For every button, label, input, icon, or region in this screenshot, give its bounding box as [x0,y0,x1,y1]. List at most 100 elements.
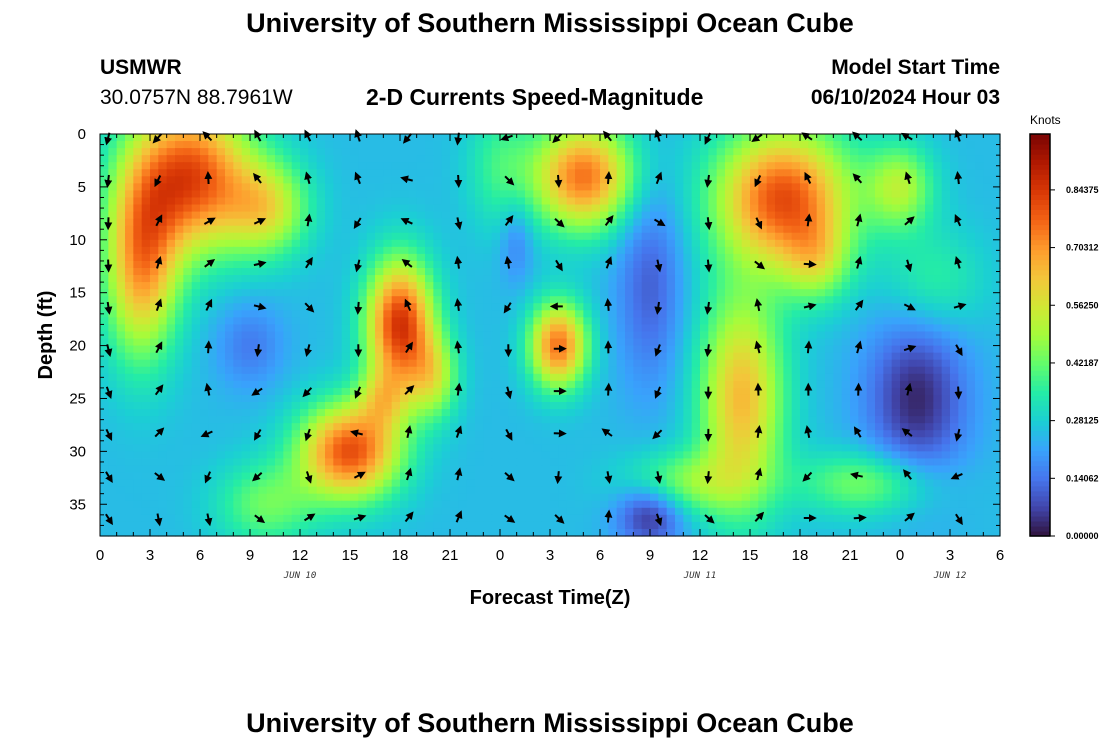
heatmap-cell [200,423,209,431]
heatmap-cell [133,345,143,354]
heatmap-cell [200,409,209,417]
heatmap-cell [883,345,893,354]
heatmap-cell [791,268,801,276]
heatmap-cell [625,394,634,403]
heatmap-cell [883,451,893,460]
heatmap-cell [725,253,734,262]
heatmap-cell [916,253,926,262]
heatmap-cell [725,338,734,347]
heatmap-cell [591,246,601,255]
heatmap-cell [900,211,909,220]
heatmap-cell [416,423,426,431]
heatmap-cell [300,409,309,417]
heatmap-cell [166,141,176,149]
heatmap-cell [225,331,234,340]
heatmap-cell [341,416,351,424]
heatmap-cell [966,394,976,403]
heatmap-cell [450,437,459,445]
heatmap-cell [966,324,976,333]
heatmap-cell [566,246,576,255]
heatmap-cell [950,444,959,452]
heatmap-cell [641,394,651,403]
heatmap-cell [166,204,176,213]
heatmap-cell [500,225,509,234]
heatmap-cell [475,423,484,431]
heatmap-cell [383,218,393,227]
heatmap-cell [658,416,668,424]
heatmap-cell [783,352,793,361]
heatmap-cell [666,352,676,361]
heatmap-cell [525,253,534,262]
heatmap-cell [616,197,626,206]
heatmap-cell [875,275,884,283]
heatmap-cell [383,359,393,368]
heatmap-cell [525,176,534,184]
heatmap-cell [550,310,559,318]
heatmap-cell [825,239,834,248]
heatmap-cell [708,289,718,297]
heatmap-cell [133,402,143,410]
heatmap-cell [758,289,768,297]
heatmap-cell [983,416,993,424]
heatmap-cell [750,352,759,361]
heatmap-cell [733,430,743,438]
heatmap-cell [458,190,468,199]
heatmap-cell [175,141,184,149]
heatmap-cell [841,141,851,149]
heatmap-cell [308,338,318,347]
heatmap-cell [258,373,268,382]
heatmap-cell [883,218,893,227]
heatmap-cell [383,324,393,333]
heatmap-cell [908,275,918,283]
heatmap-cell [550,289,559,297]
heatmap-cell [441,155,451,163]
heatmap-cell [275,359,284,368]
heatmap-cell [841,253,851,262]
heatmap-cell [675,345,684,354]
heatmap-cell [908,394,918,403]
heatmap-cell [966,444,976,452]
heatmap-cell [716,275,726,283]
heatmap-cell [641,225,651,234]
heatmap-cell [425,331,434,340]
heatmap-cell [633,409,643,417]
heatmap-cell [141,155,151,163]
heatmap-cell [550,183,559,192]
heatmap-cell [591,338,601,347]
heatmap-cell [566,148,576,156]
heatmap-cell [950,359,959,368]
heatmap-cell [891,162,901,170]
heatmap-cell [516,416,526,424]
heatmap-cell [333,176,343,184]
heatmap-cell [966,289,976,297]
heatmap-cell [508,253,518,262]
heatmap-cell [983,268,993,276]
heatmap-cell [883,402,893,410]
heatmap-cell [183,394,193,403]
heatmap-cell [141,282,151,290]
heatmap-cell [766,451,776,460]
heatmap-cell [775,155,784,163]
heatmap-cell [191,423,201,431]
heatmap-cell [241,253,251,262]
heatmap-cell [741,282,751,290]
heatmap-cell [258,380,268,389]
heatmap-cell [283,331,293,340]
heatmap-cell [150,246,159,255]
heatmap-cell [200,155,209,163]
heatmap-cell [566,176,576,184]
heatmap-cell [100,246,109,255]
heatmap-cell [225,260,234,269]
heatmap-cell [341,338,351,347]
heatmap-cell [575,211,584,220]
heatmap-cell [366,437,376,445]
heatmap-cell [108,303,118,311]
heatmap-cell [808,239,818,248]
heatmap-cell [441,338,451,347]
heatmap-cell [358,402,368,410]
heatmap-cell [358,169,368,177]
heatmap-cell [325,317,334,326]
heatmap-cell [575,239,584,248]
heatmap-cell [716,211,726,220]
heatmap-cell [550,324,559,333]
